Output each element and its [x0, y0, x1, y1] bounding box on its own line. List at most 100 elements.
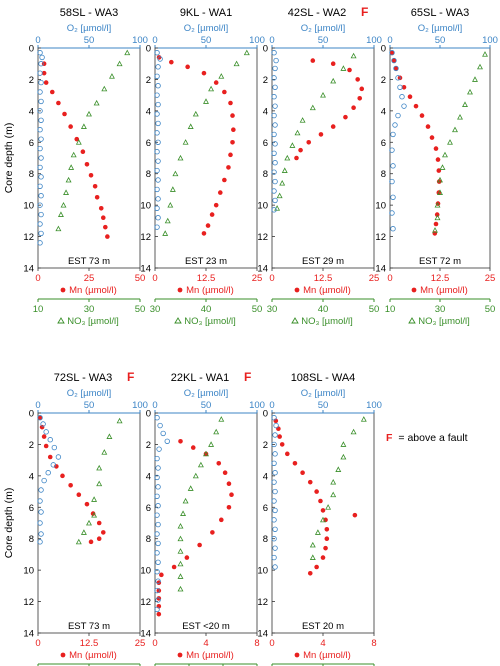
o2-axis-label: O₂ [µmol/l]	[67, 388, 112, 399]
o2-point	[38, 79, 44, 86]
panel-frame	[271, 412, 375, 634]
no3-point	[213, 428, 220, 435]
o2-point	[37, 415, 43, 421]
o2-tick-label: 50	[318, 35, 329, 46]
panel-title: 58SL - WA3	[60, 7, 119, 19]
o2-point	[155, 177, 161, 183]
o2-point	[273, 57, 279, 64]
mn-point	[80, 149, 86, 155]
o2-point	[401, 103, 407, 109]
o2-point	[37, 50, 43, 56]
panel-7: 108SL - WA4 O₂ [µmol/l] 0 50 100 0 2 4 6 8 10 12 14 E…	[257, 372, 382, 666]
est-label: EST 20 m	[302, 621, 344, 632]
depth-tick-label: 0	[381, 44, 386, 55]
no3-point	[192, 472, 199, 479]
mn-point	[320, 555, 326, 560]
depth-tick-label: 6	[29, 503, 34, 514]
mn-point	[159, 572, 164, 578]
mn-point	[171, 564, 177, 570]
mn-tick-label: 0	[152, 273, 157, 284]
o2-point	[50, 462, 56, 468]
depth-tick-label: 10	[257, 566, 268, 577]
est-label: EST 29 m	[302, 256, 344, 267]
mn-point	[401, 84, 407, 90]
mn-point	[318, 498, 323, 504]
no3-tick-label: 10	[33, 304, 44, 315]
panel-frame	[154, 47, 258, 269]
fault-legend-marker: F	[386, 432, 393, 444]
o2-point	[154, 569, 160, 575]
no3-tick-label: 30	[267, 304, 278, 315]
no3-point	[108, 73, 115, 79]
o2-point	[271, 188, 277, 194]
o2-point	[155, 158, 161, 164]
o2-tick-label: 0	[269, 400, 274, 411]
no3-point	[180, 510, 187, 516]
no3-point	[55, 225, 62, 232]
mn-point	[41, 434, 47, 439]
o2-tick-label: 50	[201, 400, 212, 411]
o2-point	[271, 415, 277, 421]
mn-point	[222, 89, 227, 95]
mn-tick-label: 12.5	[80, 638, 99, 649]
no3-tick-label: 40	[201, 304, 212, 315]
o2-point	[37, 89, 43, 95]
mn-point	[323, 545, 328, 551]
mn-point	[347, 67, 352, 73]
mn-tick-label: 12.5	[314, 273, 333, 284]
mn-point	[84, 161, 90, 167]
no3-point	[447, 139, 453, 145]
est-label: EST <20 m	[182, 621, 230, 632]
no3-point	[299, 117, 306, 123]
no3-tick-label: 50	[135, 304, 146, 315]
no3-point	[203, 450, 209, 457]
no3-point	[197, 461, 204, 468]
depth-tick-label: 4	[381, 106, 386, 117]
o2-point	[156, 446, 162, 452]
o2-point	[271, 50, 277, 56]
o2-point	[37, 498, 43, 504]
o2-point	[271, 498, 277, 504]
no3-tick-label: 30	[435, 304, 446, 315]
o2-tick-label: 100	[132, 400, 148, 411]
mn-point	[228, 100, 233, 106]
mn-point	[435, 157, 441, 162]
no3-point	[203, 98, 209, 104]
depth-tick-label: 4	[29, 471, 34, 482]
o2-axis-label: O₂ [µmol/l]	[184, 23, 229, 34]
no3-point	[116, 60, 123, 67]
o2-tick-label: 50	[201, 35, 212, 46]
mn-point	[307, 570, 313, 576]
panel-frame	[154, 412, 258, 634]
o2-point	[155, 484, 161, 490]
mn-tick-label: 25	[135, 638, 146, 649]
o2-point	[389, 178, 395, 185]
no3-point	[467, 88, 473, 95]
mn-point	[156, 611, 162, 617]
no3-point	[233, 60, 240, 67]
o2-point	[45, 470, 51, 476]
no3-point	[65, 176, 72, 183]
no3-point	[187, 485, 194, 491]
no3-point	[457, 113, 463, 120]
depth-tick-label: 12	[23, 232, 34, 243]
o2-axis-label: O₂ [µmol/l]	[418, 23, 463, 34]
o2-tick-label: 0	[152, 35, 157, 46]
no3-point	[164, 217, 171, 224]
mn-point	[100, 530, 106, 535]
o2-point	[38, 136, 44, 142]
o2-tick-label: 100	[366, 400, 382, 411]
mn-point	[43, 443, 49, 449]
mn-tick-label: 0	[35, 273, 40, 284]
o2-tick-label: 100	[366, 35, 382, 46]
depth-tick-label: 8	[146, 169, 151, 180]
o2-tick-label: 0	[152, 400, 157, 411]
o2-point	[157, 56, 163, 62]
o2-point	[38, 193, 44, 199]
depth-tick-label: 8	[381, 169, 386, 180]
depth-tick-label: 4	[29, 106, 34, 117]
o2-point	[154, 205, 160, 211]
no3-point	[350, 428, 357, 435]
